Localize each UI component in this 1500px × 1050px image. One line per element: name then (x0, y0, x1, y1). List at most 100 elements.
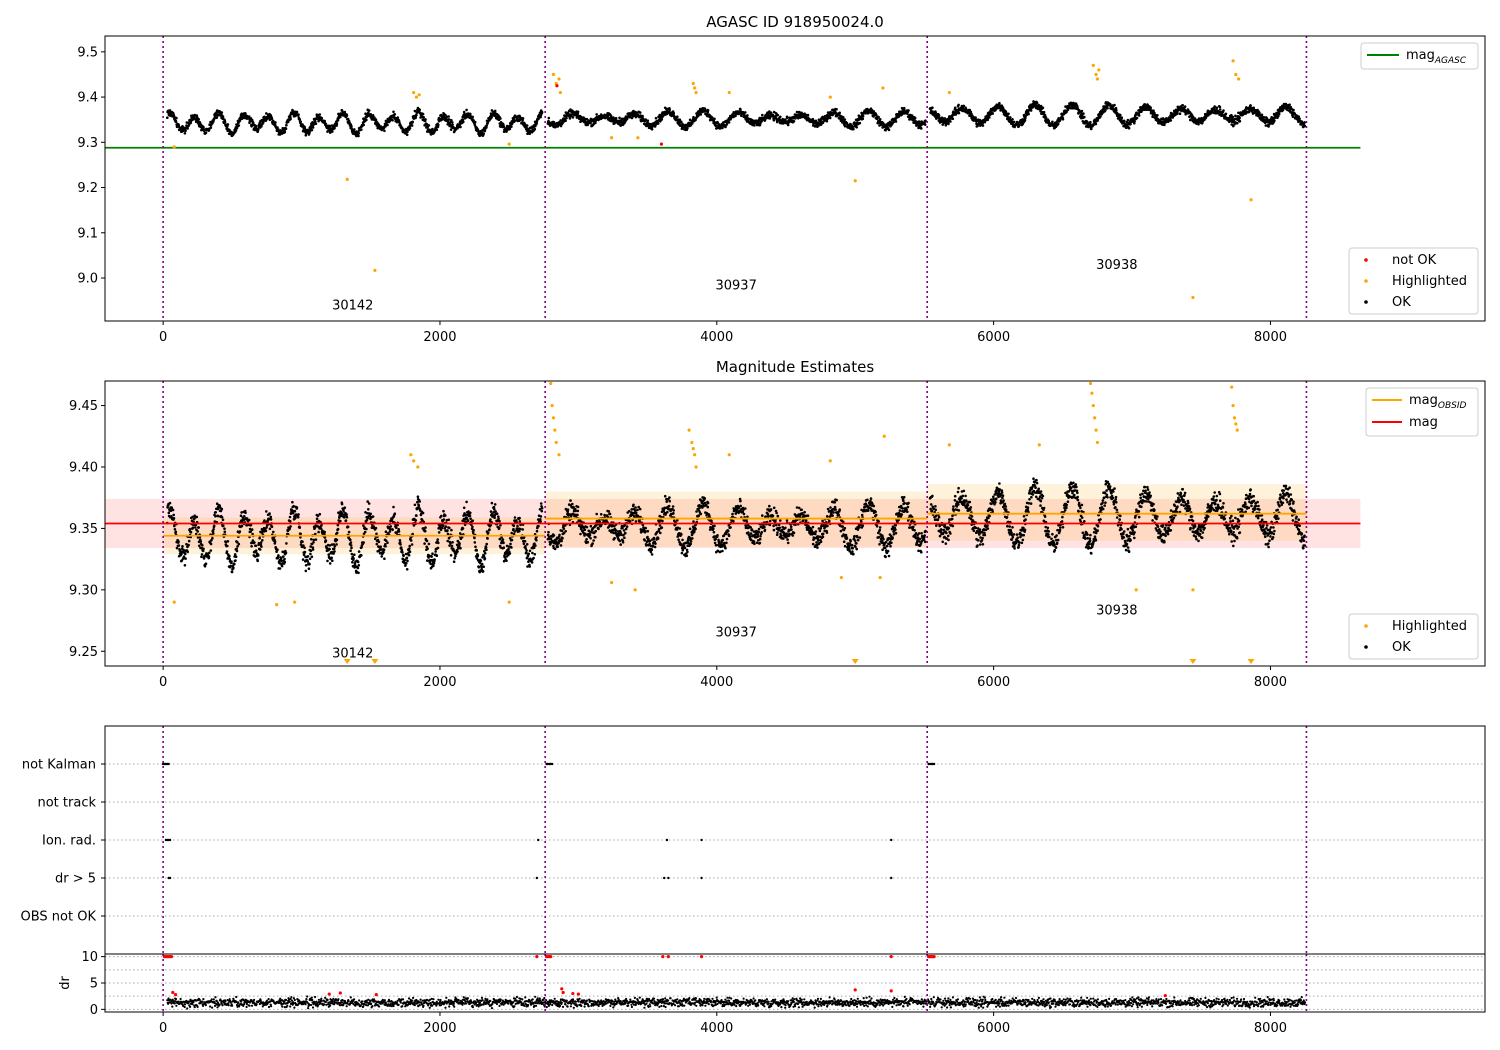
panel2-ok-point (391, 528, 394, 532)
panel1-ok-point (1089, 120, 1092, 124)
panel2-ok-point (232, 566, 235, 570)
panel2-ok-point (446, 539, 450, 543)
panel2-ok-point (512, 524, 516, 528)
panel2-ok-point (522, 542, 526, 546)
panel2-ok-point (471, 519, 475, 522)
panel1-ok-point (320, 116, 324, 120)
panel1-ok-point (339, 115, 342, 119)
panel2-ok-point (182, 548, 185, 552)
panel2-ok-point (508, 552, 512, 555)
panel1-ok-point (646, 119, 650, 122)
panel2-ok-point (468, 514, 472, 518)
panel1-obsid-label: 30142 (332, 299, 373, 314)
panel1-ok-point (422, 116, 426, 119)
panel2-ok-point (233, 562, 236, 566)
panel2-ok-point (222, 524, 225, 527)
panel1-ok-point (796, 116, 800, 120)
panel1-ok-point (1090, 127, 1093, 131)
panel2-ok-point (527, 552, 530, 556)
panel2-ok-point (273, 540, 277, 543)
panel2-ok-point (384, 530, 388, 533)
panel1-ok-point (814, 119, 818, 123)
panel2-ok-point (402, 554, 405, 558)
panel1-highlighted-point (507, 142, 511, 146)
panel2-ok-point (212, 532, 215, 535)
panel2-ok-point (335, 543, 338, 546)
panel1-ok-point (855, 126, 858, 129)
panel1-ok-point (1169, 119, 1173, 122)
panel2-ok-point (187, 539, 191, 543)
panel1-ok-point (660, 118, 664, 121)
panel1-xtick-label: 8000 (1254, 330, 1287, 345)
panel2-ok-point (525, 551, 528, 554)
panel1-ok-point (725, 122, 729, 125)
panel1-ok-point (217, 113, 220, 117)
panel1-ok-point (1027, 112, 1030, 116)
panel2-ok-point (235, 547, 238, 551)
panel1-ok-point (644, 118, 647, 121)
panel2-ok-point (472, 528, 475, 532)
panel2-ok-point (440, 526, 444, 530)
panel1-ok-point (1224, 112, 1228, 116)
panel2-ok-point (333, 550, 336, 553)
panel2-ok-point (401, 551, 404, 554)
panel2-ok-point (395, 526, 398, 529)
panel2-ok-point (285, 542, 288, 545)
panel1-xtick-label: 6000 (977, 330, 1010, 345)
panel1-ok-point (528, 132, 531, 135)
panel1-ok-point (490, 116, 493, 119)
panel1-ytick-label: 9.1 (77, 226, 98, 241)
panel2-ok-point (486, 531, 490, 535)
panel2-ok-point (382, 550, 385, 554)
panel2-ok-point (261, 539, 264, 542)
panel2-ok-point (264, 529, 268, 533)
panel2-ok-point (356, 566, 360, 570)
panel1-ok-point (408, 124, 412, 128)
panel1-ok-point (1044, 116, 1048, 119)
panel2-ok-point (301, 540, 304, 543)
panel2-ok-point (382, 548, 386, 552)
panel2-ok-point (218, 504, 221, 507)
panel1-ok-point (1215, 106, 1219, 109)
panel1-ok-point (418, 108, 422, 112)
panel2-ok-point (397, 530, 401, 533)
panel2-ok-point (405, 568, 409, 571)
panel1-ok-point (435, 128, 439, 132)
panel2-ok-point (436, 546, 440, 550)
panel2-ok-point (326, 559, 329, 563)
panel1-series-ok (166, 100, 1307, 138)
panel1-ok-point (1181, 104, 1184, 107)
panel2-ok-point (188, 527, 192, 531)
panel1-ok-point (220, 111, 224, 114)
panel2-ok-point (427, 542, 431, 546)
panel1-ok-point (776, 113, 780, 117)
panel2-ok-point (256, 559, 260, 563)
panel2-ok-point (221, 518, 225, 522)
panel2-ok-point (303, 546, 306, 550)
panel2-ok-point (191, 526, 195, 529)
panel2-ok-point (220, 516, 224, 519)
panel2-ok-point (430, 555, 433, 558)
panel2-ok-point (189, 530, 193, 534)
panel2-ok-point (483, 557, 487, 560)
panel2-ok-point (363, 530, 367, 534)
panel1-ok-point (1218, 108, 1222, 111)
panel1-ok-point (786, 116, 789, 119)
panel1-ok-point (678, 118, 682, 121)
panel1-ok-point (1183, 105, 1187, 108)
panel1-ok-point (924, 119, 927, 122)
panel1-ok-point (459, 125, 462, 129)
panel1-ok-point (424, 118, 427, 121)
panel2-ok-point (257, 554, 260, 557)
panel2-ok-point (280, 564, 284, 568)
panel1-ok-point (564, 119, 567, 122)
panel2-ok-point (534, 544, 537, 547)
panel1-ok-point (619, 124, 622, 127)
panel1-ok-point (920, 127, 923, 130)
panel2-ok-point (182, 555, 186, 558)
panel1-highlighted-point (551, 72, 556, 77)
panel2-ok-point (194, 526, 197, 529)
panel2-ok-point (532, 546, 536, 549)
panel2-ok-point (184, 557, 187, 560)
panel2-ok-point (474, 545, 477, 549)
